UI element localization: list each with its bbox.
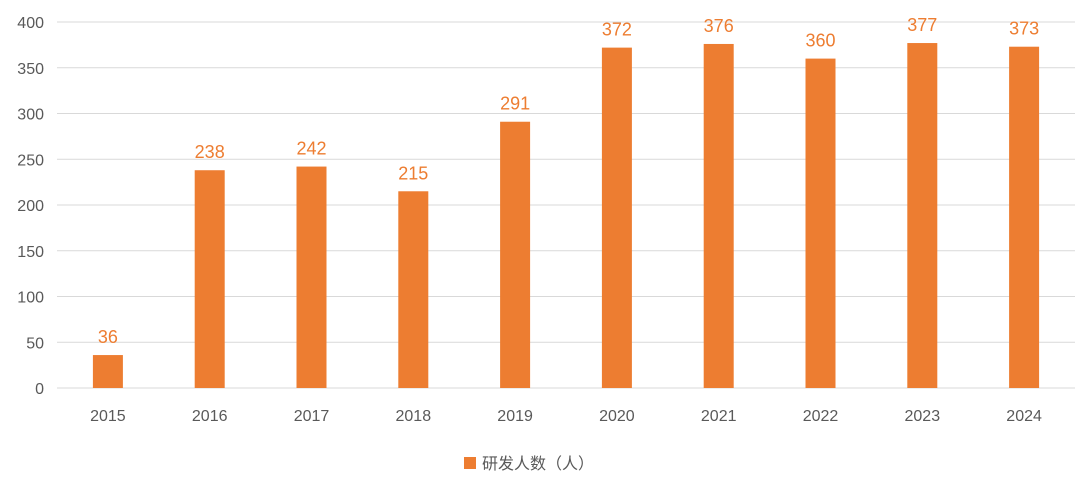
x-tick-label: 2020 (599, 408, 635, 425)
y-tick-label: 50 (26, 335, 44, 352)
y-tick-label: 100 (17, 290, 44, 307)
x-tick-label: 2016 (192, 408, 228, 425)
y-tick-label: 400 (17, 15, 44, 32)
data-labels: 36 238 242 215 291 372 376 360 377 373 (98, 15, 1039, 347)
y-tick-label: 300 (17, 107, 44, 124)
y-tick-label: 200 (17, 198, 44, 215)
x-tick-label: 2024 (1006, 408, 1042, 425)
bar (703, 43, 734, 389)
x-tick-label: 2023 (905, 408, 941, 425)
grid-lines (57, 21, 1075, 389)
legend-swatch (464, 457, 476, 469)
bar (500, 121, 531, 389)
bar-series (92, 43, 1040, 389)
data-label: 360 (805, 31, 835, 51)
y-tick-label: 250 (17, 152, 44, 169)
y-axis-ticks: 0 50 100 150 200 250 300 350 400 (17, 15, 44, 398)
bar (194, 170, 225, 388)
bar (1009, 46, 1040, 389)
data-label: 376 (704, 16, 734, 36)
legend-label: 研发人数（人） (482, 454, 594, 473)
bar (805, 58, 836, 388)
bar (907, 43, 938, 389)
data-label: 36 (98, 327, 118, 347)
data-label: 372 (602, 20, 632, 40)
x-tick-label: 2021 (701, 408, 737, 425)
bar (398, 191, 429, 388)
data-label: 291 (500, 94, 530, 114)
data-label: 238 (195, 142, 225, 162)
legend: 研发人数（人） (464, 454, 594, 473)
data-label: 215 (398, 163, 428, 183)
x-tick-label: 2015 (90, 408, 126, 425)
data-label: 373 (1009, 19, 1039, 39)
bar (92, 355, 123, 388)
data-label: 377 (907, 15, 937, 35)
x-tick-label: 2017 (294, 408, 330, 425)
x-axis-ticks: 2015 2016 2017 2018 2019 2020 2021 2022 2023 2024 (90, 408, 1042, 425)
y-tick-label: 0 (35, 381, 44, 398)
x-tick-label: 2018 (396, 408, 432, 425)
data-label: 242 (296, 139, 326, 159)
x-tick-label: 2019 (497, 408, 533, 425)
bar (296, 166, 327, 388)
y-tick-label: 350 (17, 61, 44, 78)
x-tick-label: 2022 (803, 408, 839, 425)
y-tick-label: 150 (17, 244, 44, 261)
bar (601, 47, 632, 389)
